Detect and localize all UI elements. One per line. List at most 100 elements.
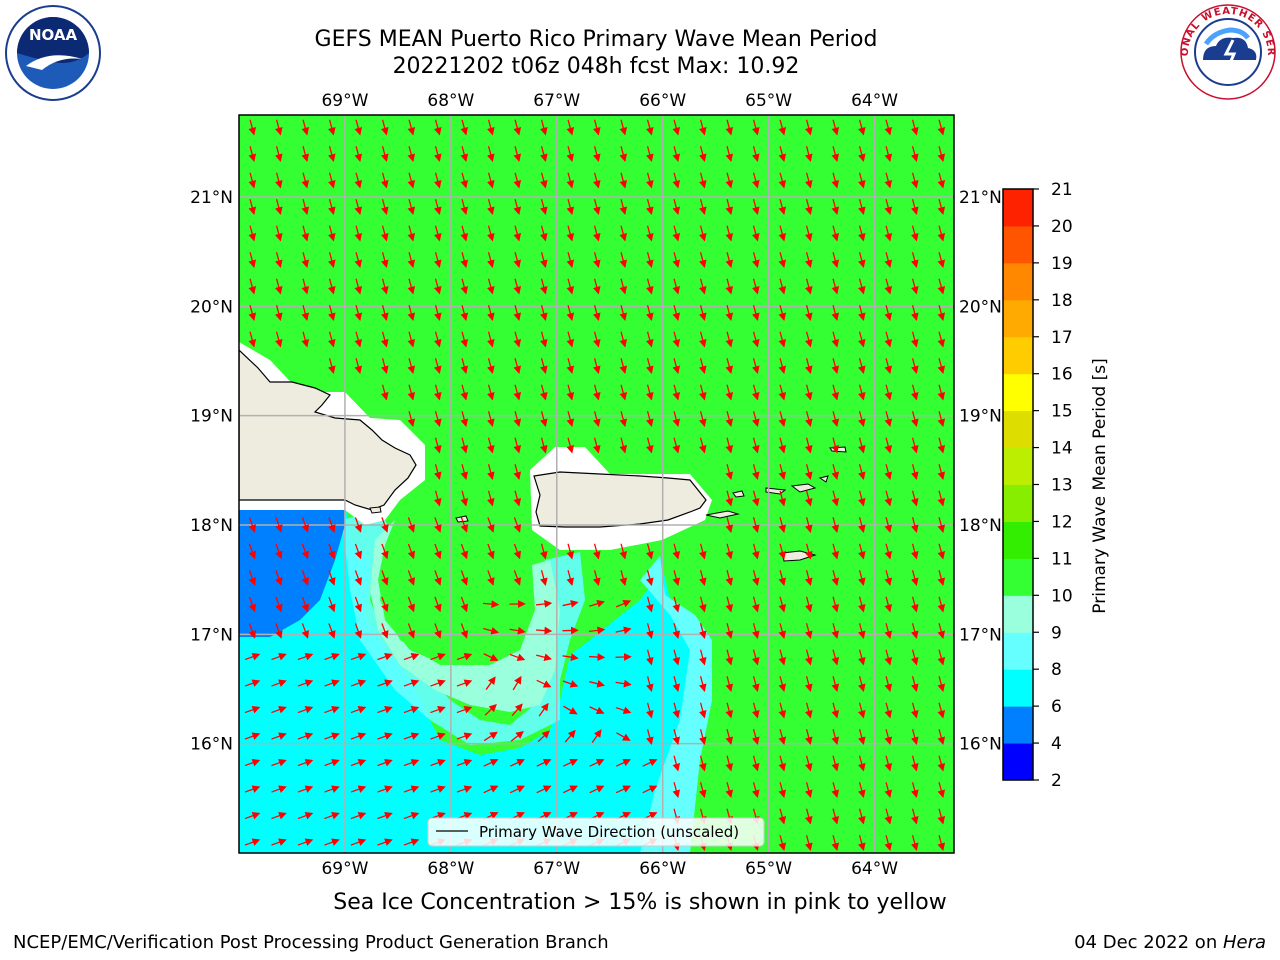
wave-arrow (698, 278, 707, 295)
wave-arrow (831, 464, 840, 481)
wave-arrow (778, 305, 787, 322)
wave-arrow (381, 596, 389, 613)
wave-arrow (619, 278, 628, 295)
lat-tick-label: 20°N (959, 297, 1002, 317)
wave-arrow (483, 653, 499, 661)
wave-arrow (486, 278, 495, 295)
wave-arrow (831, 252, 840, 269)
wave-arrow (407, 517, 416, 533)
wave-arrow (725, 464, 734, 481)
wave-arrow (433, 358, 442, 375)
wave-arrow (910, 252, 919, 269)
wave-arrow (804, 464, 813, 481)
wave-arrow (327, 119, 336, 136)
lat-tick-label: 19°N (959, 407, 1002, 427)
wave-arrow (698, 623, 707, 640)
colorbar-segment (1003, 743, 1033, 781)
wave-arrow (672, 384, 681, 401)
wave-arrow (486, 490, 495, 507)
wave-arrow (804, 172, 813, 189)
wave-arrow (562, 785, 578, 794)
wave-arrow (884, 755, 893, 772)
wave-arrow (407, 358, 416, 375)
wave-arrow (910, 702, 919, 719)
wave-arrow (482, 600, 500, 608)
wave-arrow (301, 570, 310, 586)
wave-arrow (483, 785, 499, 794)
wave-arrow (588, 653, 606, 661)
wave-arrow (804, 384, 813, 401)
wave-arrow (271, 705, 287, 714)
wave-arrow (592, 119, 601, 136)
wave-arrow (513, 464, 522, 481)
wave-arrow (460, 596, 469, 613)
wave-arrow (910, 570, 919, 587)
wave-arrow (804, 543, 813, 560)
wave-arrow (301, 252, 310, 269)
map-fields (239, 115, 954, 853)
wave-arrow (380, 305, 389, 322)
wave-arrow (857, 305, 866, 322)
wave-arrow (301, 623, 310, 639)
wave-arrow (857, 331, 866, 348)
wave-arrow (698, 119, 707, 136)
wave-arrow (778, 225, 787, 242)
wave-arrow (672, 305, 681, 322)
wave-arrow (804, 252, 813, 269)
wave-arrow (566, 570, 575, 587)
wave-arrow (910, 278, 919, 295)
wave-arrow (566, 384, 575, 401)
wave-arrow (804, 808, 813, 825)
wave-arrow (804, 490, 813, 507)
wave-arrow (381, 543, 389, 560)
wave-arrow (403, 838, 420, 846)
wave-arrow (433, 119, 442, 136)
wave-arrow (248, 596, 257, 613)
wave-arrow (619, 570, 628, 587)
wave-arrow (672, 782, 681, 799)
chart-title: GEFS MEAN Puerto Rico Primary Wave Mean … (314, 27, 878, 52)
wave-arrow (377, 811, 393, 820)
wave-arrow (910, 808, 919, 825)
wave-arrow (350, 705, 367, 714)
wave-arrow (725, 596, 734, 613)
wave-arrow (407, 172, 416, 189)
wave-arrow (407, 596, 416, 613)
wave-arrow (857, 782, 866, 799)
wave-arrow (566, 411, 575, 428)
wave-arrow (539, 384, 548, 401)
wave-arrow (354, 570, 363, 586)
wave-arrow (433, 411, 442, 428)
wave-arrow (831, 358, 840, 375)
wave-arrow (536, 785, 552, 794)
wave-arrow (486, 252, 495, 269)
lon-tick-label: 66°W (639, 859, 686, 879)
colorbar-tick-label: 9 (1051, 623, 1062, 643)
wave-arrow (380, 252, 389, 269)
wave-arrow (884, 384, 893, 401)
wave-arrow (430, 679, 446, 687)
run-date-text: 04 Dec 2022 on (1074, 932, 1223, 953)
wave-arrow (460, 199, 469, 216)
wave-arrow (460, 464, 469, 481)
colorbar-tick-label: 18 (1051, 291, 1073, 311)
wave-arrow (377, 758, 393, 767)
wave-arrow (301, 172, 310, 189)
wave-arrow (407, 199, 416, 216)
wave-arrow (513, 331, 522, 348)
wave-arrow (513, 411, 522, 428)
wave-arrow (778, 702, 787, 719)
wave-arrow (511, 703, 523, 717)
wave-arrow (486, 305, 495, 322)
wave-arrow (324, 811, 340, 820)
wave-arrow (804, 623, 813, 640)
wave-arrow (884, 623, 893, 640)
colorbar-segment (1003, 225, 1033, 264)
wave-arrow (910, 729, 919, 746)
wave-arrow (513, 225, 522, 242)
wave-arrow (778, 623, 787, 640)
colorbar-segment (1003, 595, 1033, 633)
wave-arrow (248, 543, 257, 560)
wave-arrow (562, 759, 578, 767)
wave-arrow (857, 119, 866, 136)
